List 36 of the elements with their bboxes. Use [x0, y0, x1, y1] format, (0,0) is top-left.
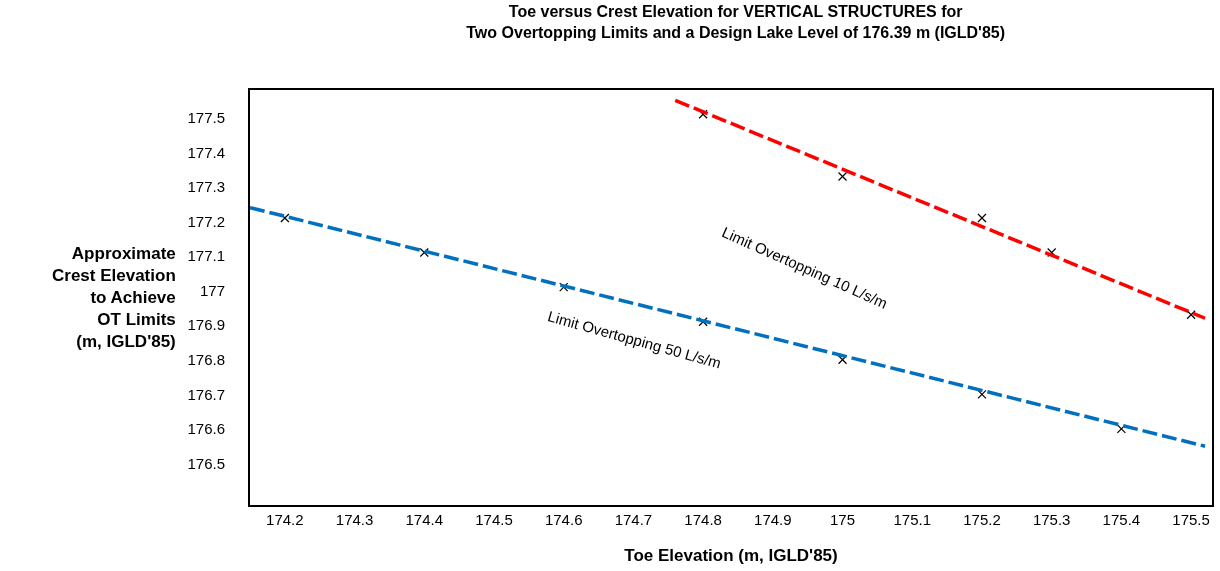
- x-tick-label: 174.3: [335, 511, 374, 528]
- x-tick-label: 175.5: [1172, 511, 1210, 528]
- y-tick-label: 177.2: [187, 212, 225, 230]
- point: [1186, 310, 1196, 320]
- x-tick-label: 174.9: [754, 511, 792, 528]
- point: [837, 171, 848, 182]
- y-tick-label: 176.5: [187, 454, 225, 472]
- x-tick-label: 175: [830, 511, 856, 528]
- y-tick-label: 176.9: [187, 316, 225, 334]
- point: [1116, 424, 1126, 434]
- x-axis-title: Toe Elevation (m, IGLD'85): [624, 545, 838, 565]
- x-tick-label: 175.4: [1102, 511, 1141, 528]
- x-tick-label: 175.2: [963, 511, 1001, 528]
- y-axis-title: Approximate Crest Elevation to Achieve OT Limits (m, IGLD'85): [52, 244, 176, 352]
- x-tick-label: 174.6: [544, 511, 583, 528]
- y-tick-label: 177.3: [187, 178, 225, 196]
- x-tick-label: 174.8: [684, 511, 722, 528]
- x-tick-label: 174.7: [614, 511, 653, 528]
- y-tick-label: 176.7: [187, 385, 225, 403]
- chart-title: Toe versus Crest Elevation for VERTICAL STRUCTURES for Two Overtopping Limits and a Design Lake Level of 176.39 m (IGLD'85): [466, 3, 1006, 41]
- y-tick-label: 177: [199, 281, 225, 299]
- x-tick-label: 174.4: [405, 511, 444, 528]
- y-tick-label: 176.8: [187, 351, 225, 368]
- point: [977, 213, 987, 223]
- y-tick-label: 177.5: [187, 108, 225, 126]
- y-tick-label: 177.4: [187, 143, 225, 161]
- y-tick-label: 177.1: [187, 247, 225, 265]
- y-tick-label: 176.6: [187, 420, 225, 438]
- point: [559, 282, 569, 292]
- point: [977, 389, 987, 399]
- point: [698, 317, 708, 327]
- x-tick-label: 175.1: [893, 511, 932, 528]
- point: [419, 247, 429, 258]
- x-tick-label: 175.3: [1032, 511, 1071, 528]
- x-tick-label: 174.2: [266, 511, 304, 528]
- x-tick-label: 174.5: [475, 511, 513, 528]
